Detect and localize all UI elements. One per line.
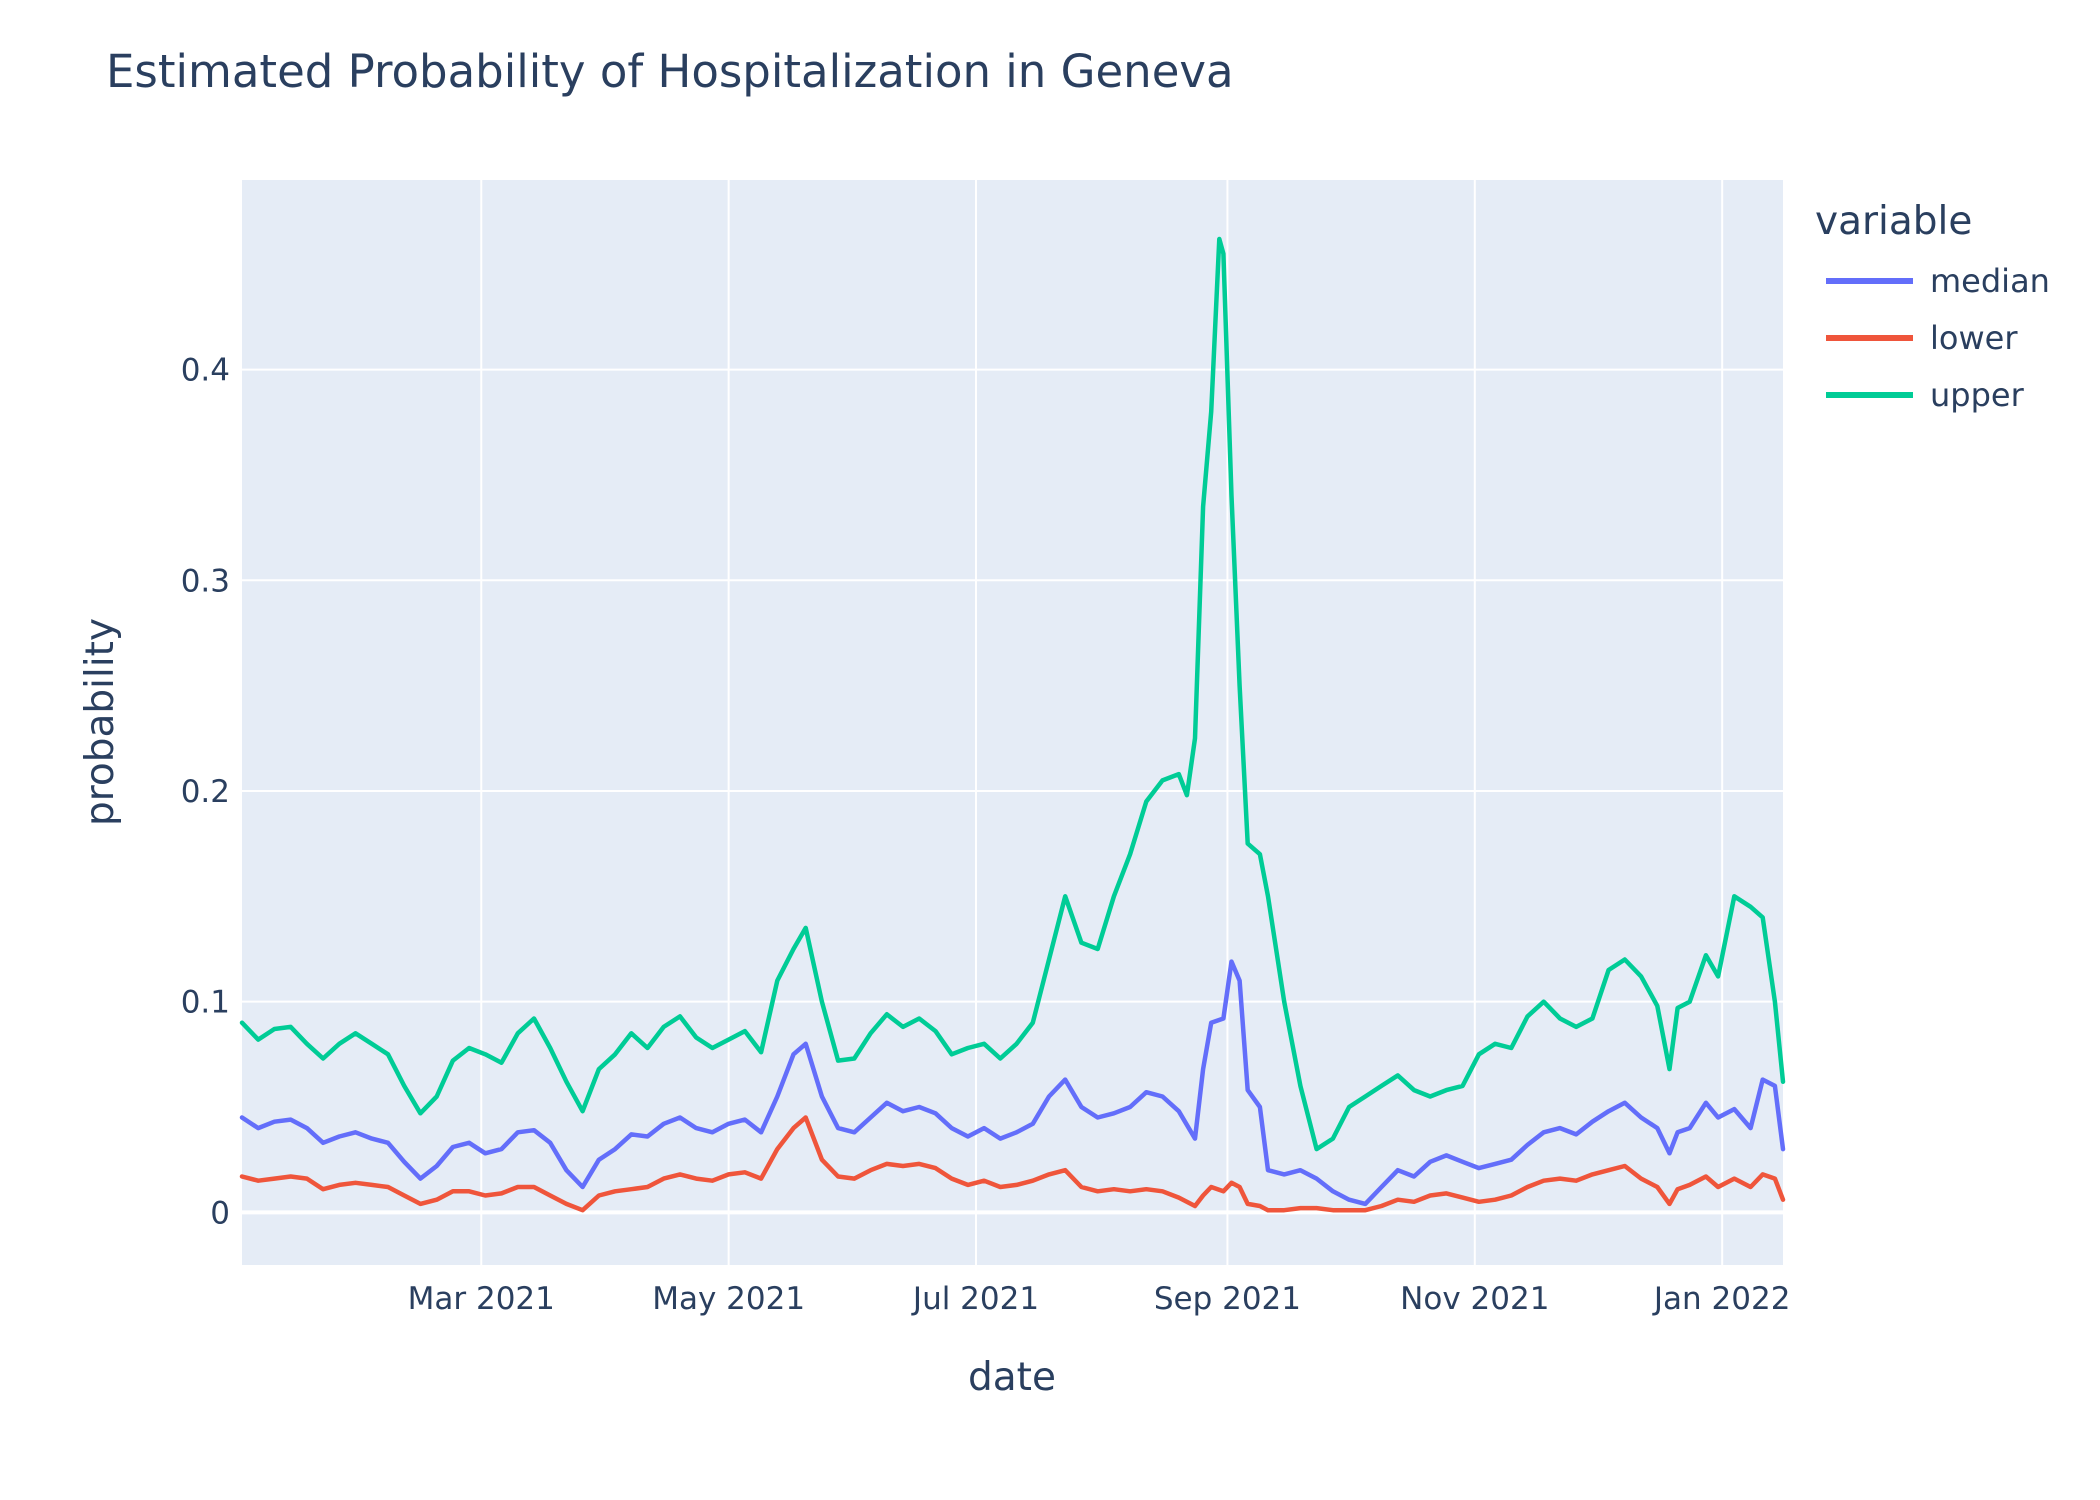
- legend-label: lower: [1930, 319, 2018, 357]
- x-tick-label: Sep 2021: [1154, 1281, 1301, 1317]
- legend-items: median lower upper: [1826, 262, 2050, 414]
- legend-item-upper[interactable]: upper: [1826, 376, 2025, 414]
- x-tick-label: Jul 2021: [911, 1281, 1039, 1317]
- legend-item-median[interactable]: median: [1826, 262, 2050, 300]
- series-lines: [239, 236, 1786, 1213]
- x-axis-ticks: Mar 2021 May 2021 Jul 2021 Sep 2021 Nov 2021…: [408, 1281, 1791, 1317]
- x-tick-label: Jan 2022: [1652, 1281, 1791, 1317]
- y-tick-label: 0.2: [181, 774, 230, 810]
- legend-title: variable: [1815, 199, 1972, 244]
- y-tick-label: 0: [210, 1195, 230, 1231]
- x-tick-label: Nov 2021: [1400, 1281, 1549, 1317]
- y-tick-label: 0.4: [181, 353, 230, 389]
- legend: variable median lower upper: [1815, 199, 2050, 414]
- chart-title: Estimated Probability of Hospitalization…: [106, 45, 1234, 98]
- y-axis-ticks: 0 0.1 0.2 0.3 0.4: [181, 353, 230, 1232]
- legend-label: upper: [1930, 376, 2025, 414]
- x-tick-label: Mar 2021: [408, 1281, 555, 1317]
- series-line-median: [239, 959, 1786, 1207]
- legend-item-lower[interactable]: lower: [1826, 319, 2018, 357]
- y-tick-label: 0.1: [181, 985, 230, 1021]
- legend-label: median: [1930, 262, 2050, 300]
- x-axis-title: date: [968, 1355, 1056, 1400]
- series-line-upper: [239, 236, 1786, 1152]
- gridlines: [242, 180, 1783, 1265]
- y-axis-title: probability: [78, 618, 123, 826]
- series-line-lower: [239, 1115, 1786, 1213]
- plot-area: [242, 180, 1783, 1265]
- y-tick-label: 0.3: [181, 563, 230, 599]
- x-tick-label: May 2021: [652, 1281, 805, 1317]
